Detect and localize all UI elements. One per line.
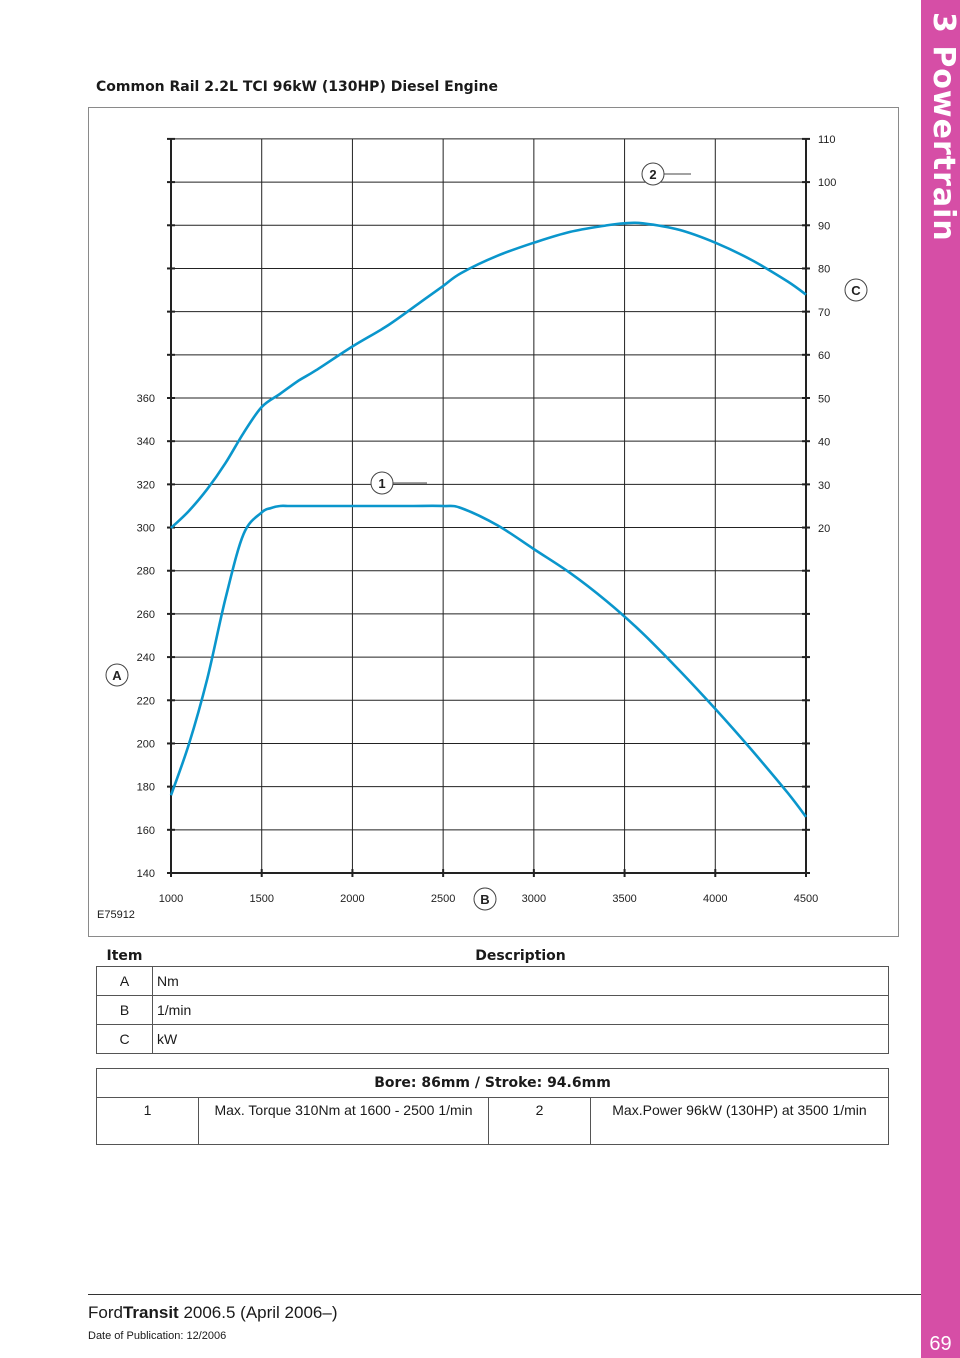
callout-2-circle [641,162,665,186]
footer-brand: Ford [88,1303,123,1322]
right-tick-label: 30 [818,480,830,492]
chapter-title: 3 Powertrain [926,12,960,242]
chart-svg: 1000 1500 2000 2500 3000 3500 4000 450014016018… [105,134,868,911]
power-curve [170,221,807,529]
left-tick-label: 260 [137,609,155,621]
x-tick-label: 3500 [612,893,636,905]
callout-axis-b-circle [473,887,497,911]
x-tick-label: 4500 [794,893,818,905]
left-tick-label: 280 [137,566,155,578]
left-tick-label: 320 [137,479,155,491]
footer-model: Transit [122,1303,179,1322]
callout-2: 2 [649,167,656,182]
x-tick-label: 2000 [340,893,364,905]
right-tick-label: 40 [818,437,830,449]
spec-header: Bore: 86mm / Stroke: 94.6mm [96,1068,889,1098]
left-tick-label: 220 [137,695,155,707]
legend-description: kW [152,1024,889,1054]
legend-row: A Nm [96,966,889,996]
legend-table: Item Description A Nm B 1/min C kW [96,946,889,1054]
right-tick-label: 80 [818,264,830,276]
x-tick-label: 2500 [431,893,455,905]
callout-1: 1 [378,476,385,491]
footer-publication-date: Date of Publication: 12/2006 [88,1330,227,1342]
right-tick-label: 70 [818,307,830,319]
spec-callout-1: 1 [96,1097,199,1145]
callout-axis-a-circle [105,663,129,687]
engine-performance-chart: 1000 1500 2000 2500 3000 3500 4000 4500 140 160 18… [88,107,899,937]
legend-row: B 1/min [96,995,889,1025]
callout-1-circle [370,471,394,495]
x-tick-label: 4000 [703,893,727,905]
torque-curve [169,504,808,818]
footer-divider [88,1294,921,1295]
left-tick-label: 300 [137,523,155,535]
right-tick-label: 110 [818,134,836,146]
footer-model-line: FordTransit 2006.5 (April 2006–) [88,1303,338,1323]
spec-table: Bore: 86mm / Stroke: 94.6mm 1 Max. Torqu… [96,1068,889,1145]
callout-axis-c: C [851,283,861,298]
footer-edition: 2006.5 (April 2006–) [178,1303,338,1322]
x-tick-label: 1500 [249,893,273,905]
left-tick-label: 180 [137,782,155,794]
legend-header-description: Description [475,948,566,964]
page-number: 69 [929,1333,952,1355]
right-tick-label: 90 [818,220,830,232]
chapter-tab: 3 Powertrain 69 [921,0,960,1358]
legend-row: C kW [96,1024,889,1054]
legend-description: Nm [152,966,889,996]
right-tick-label: 100 [818,177,836,189]
left-tick-label: 140 [137,868,155,880]
spec-callout-2: 2 [488,1097,591,1145]
spec-max-torque: Max. Torque 310Nm at 1600 - 2500 1/min [198,1097,489,1145]
callout-axis-c-circle [844,278,868,302]
spec-max-power: Max.Power 96kW (130HP) at 3500 1/min [590,1097,889,1145]
legend-item: A [96,966,153,996]
x-tick-label: 3000 [522,893,546,905]
right-tick-label: 50 [818,393,830,405]
left-tick-label: 340 [137,436,155,448]
legend-header-item: Item [106,948,143,964]
legend-item: B [96,995,153,1025]
callout-axis-a: A [112,668,122,683]
left-tick-label: 200 [137,738,155,750]
page-title: Common Rail 2.2L TCI 96kW (130HP) Diesel… [96,79,498,95]
callout-axis-b: B [480,892,489,907]
right-tick-label: 20 [818,523,830,535]
legend-description: 1/min [152,995,889,1025]
figure-id: E75912 [97,909,135,921]
x-tick-label: 1000 [159,893,183,905]
left-tick-label: 240 [137,652,155,664]
left-tick-label: 160 [137,825,155,837]
left-tick-label: 360 [137,393,155,405]
legend-item: C [96,1024,153,1054]
right-tick-label: 60 [818,350,830,362]
